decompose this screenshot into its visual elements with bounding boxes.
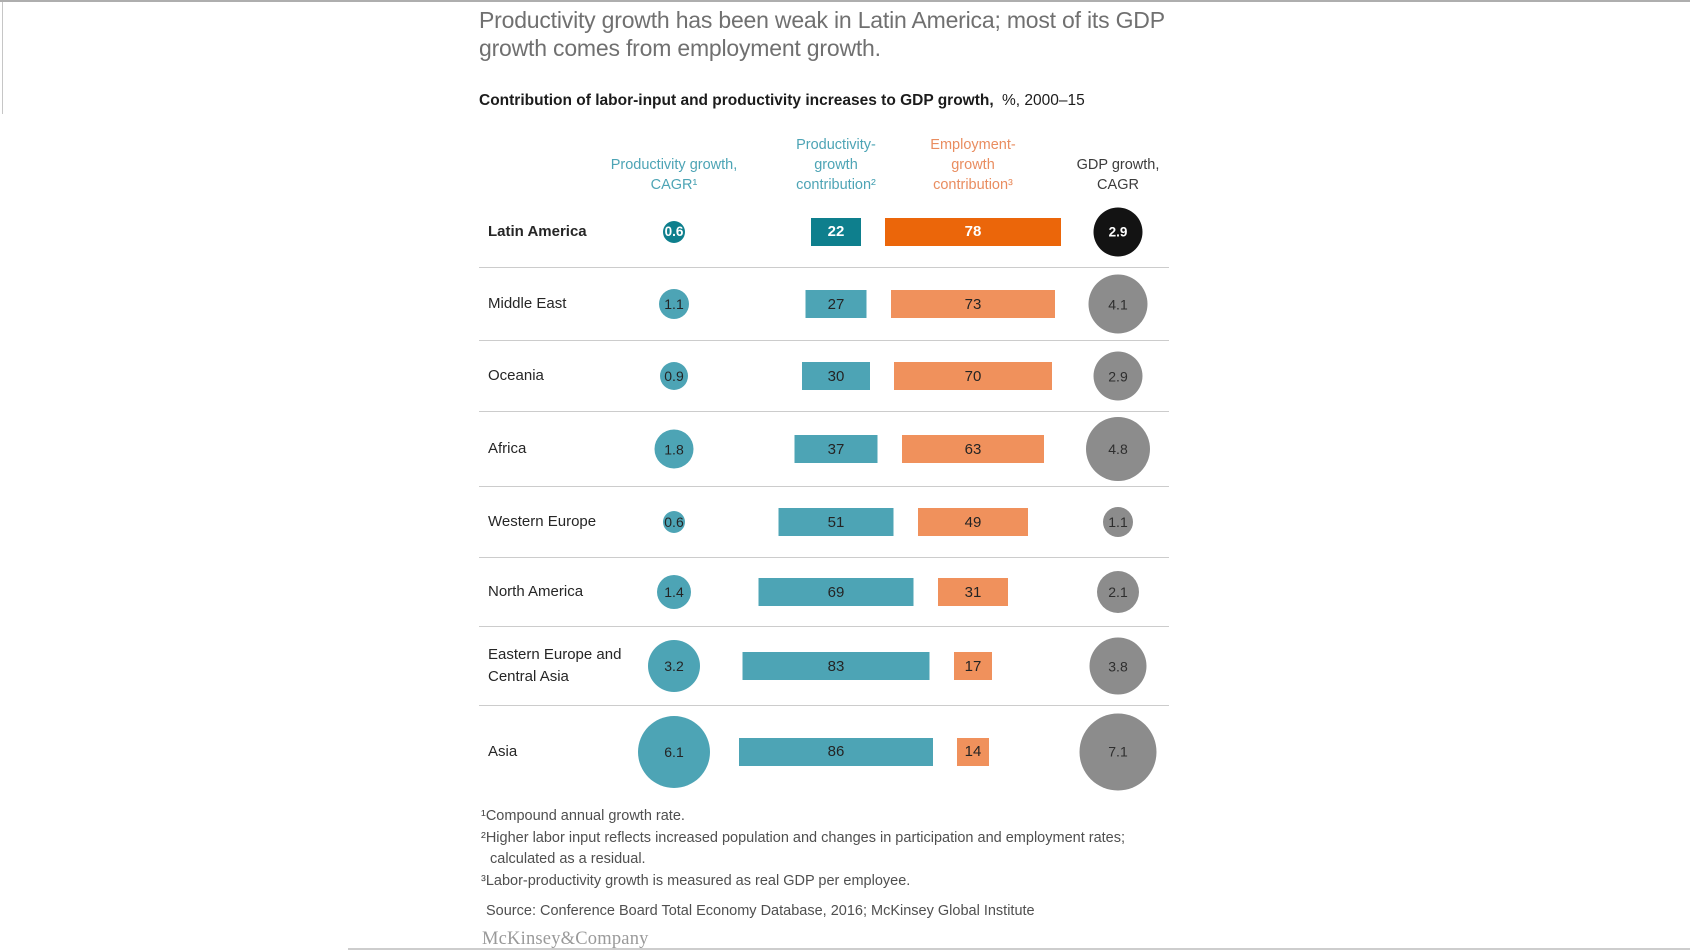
employment-contribution-bar: 73 [891,290,1055,318]
left-edge-line [2,2,3,114]
productivity-cagr-circle: 1.8 [654,429,694,469]
bottom-edge-line [348,948,1690,950]
gdp-cagr-circle: 3.8 [1089,637,1147,695]
productivity-contribution-bar: 86 [739,737,933,766]
productivity-cagr-circle: 1.4 [657,575,691,609]
footnotes: ¹Compound annual growth rate. ²Higher la… [481,806,1129,892]
productivity-cagr-circle: 1.1 [659,289,689,319]
employment-contribution-bar: 14 [957,737,989,766]
region-label: Asia [488,742,518,760]
chart-heading-main: Contribution of labor-input and producti… [479,92,994,109]
gdp-cagr-circle: 2.9 [1093,207,1143,256]
productivity-contribution-bar: 83 [742,652,930,680]
gdp-cagr-circle: 2.1 [1097,571,1139,613]
chart-heading-units: %, 2000–15 [1001,92,1085,109]
chart-row: Latin America 0.6 22 78 2.9 [479,196,1169,267]
region-label: Eastern Europe and Central Asia [488,646,622,685]
chart-row: North America 1.4 69 31 2.1 [479,557,1169,626]
column-header-productivity-contribution: Productivity-growth contribution² [796,137,876,193]
exhibit-title: Productivity growth has been weak in Lat… [479,7,1165,61]
chart-row: Oceania 0.9 30 70 2.9 [479,340,1169,411]
region-label: Latin America [488,222,587,240]
chart-row: Asia 6.1 86 14 7.1 [479,705,1169,797]
source-line: Source: Conference Board Total Economy D… [486,903,1035,919]
column-header-employment-contribution: Employment-growth contribution³ [930,137,1016,193]
employment-contribution-bar: 49 [918,508,1028,536]
footnote-2: ²Higher labor input reflects increased p… [481,829,1126,868]
productivity-contribution-bar: 22 [811,217,861,246]
productivity-contribution-bar: 37 [794,435,878,463]
chart-row: Middle East 1.1 27 73 4.1 [479,267,1169,340]
productivity-cagr-circle: 0.6 [663,511,685,533]
productivity-cagr-circle: 6.1 [638,715,710,788]
top-edge-line [0,0,1690,2]
column-header-gdp-cagr: GDP growth, CAGR [1076,157,1160,193]
employment-contribution-bar: 31 [938,578,1008,606]
footnote-3: ³Labor-productivity growth is measured a… [481,872,911,889]
region-label: North America [488,583,584,600]
employment-contribution-bar: 78 [885,217,1061,246]
employment-contribution-bar: 17 [954,652,992,680]
gdp-cagr-circle: 4.8 [1086,417,1150,481]
employment-contribution-bar: 70 [894,362,1052,390]
footnote-1: ¹Compound annual growth rate. [481,808,685,824]
column-header-productivity-cagr: Productivity growth, CAGR¹ [610,157,738,193]
region-label: Africa [488,440,527,457]
employment-contribution-bar: 63 [902,435,1044,463]
productivity-cagr-circle: 3.2 [648,640,700,692]
region-label: Oceania [488,367,544,384]
productivity-cagr-circle: 0.9 [660,362,688,390]
mckinsey-company-logo: McKinsey&Company [482,929,649,949]
chart-heading: Contribution of labor-input and producti… [479,92,1179,110]
gdp-cagr-circle: 4.1 [1088,274,1148,334]
column-headers: Productivity growth, CAGR¹ Productivity-… [479,120,1179,195]
chart-row: Eastern Europe and Central Asia 3.2 83 17 3.… [479,626,1169,705]
gdp-cagr-circle: 7.1 [1079,713,1157,790]
productivity-cagr-circle: 0.6 [663,220,685,243]
gdp-cagr-circle: 1.1 [1103,507,1133,537]
productivity-contribution-bar: 51 [778,508,894,536]
chart-rows: Latin America 0.6 22 78 2.9 Middle East 1.1 27 7… [479,196,1169,797]
productivity-contribution-bar: 69 [758,578,914,606]
region-label: Middle East [488,295,567,312]
region-label: Western Europe [488,513,597,530]
chart-row: Western Europe 0.6 51 49 1.1 [479,486,1169,557]
productivity-contribution-bar: 27 [805,290,867,318]
productivity-contribution-bar: 30 [802,362,870,390]
chart-row: Africa 1.8 37 63 4.8 [479,411,1169,486]
gdp-cagr-circle: 2.9 [1093,351,1143,401]
